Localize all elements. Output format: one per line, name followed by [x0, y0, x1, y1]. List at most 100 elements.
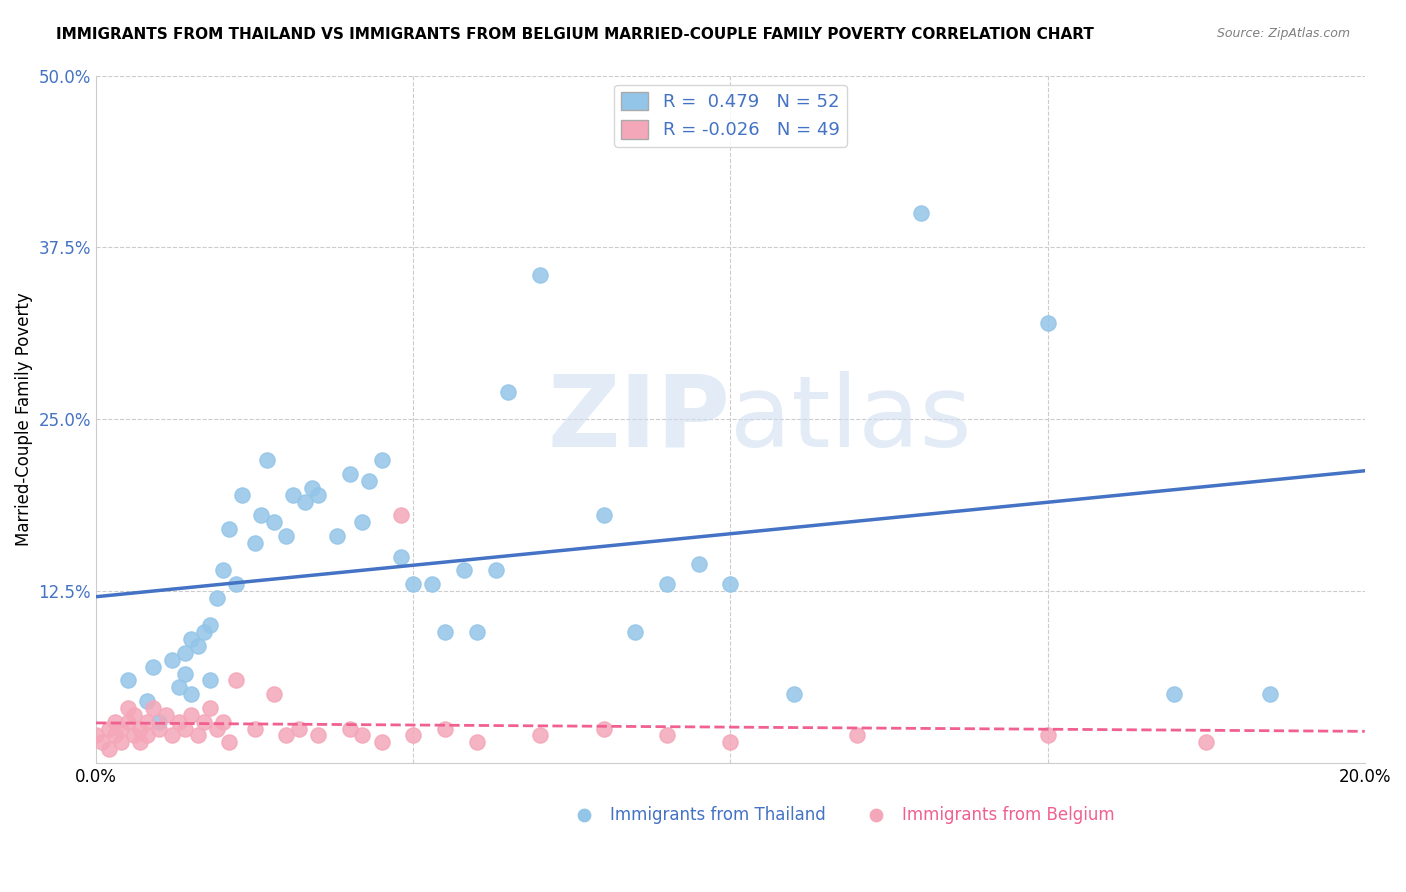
Point — [231, 488, 253, 502]
Point — [846, 729, 869, 743]
Point — [84, 729, 107, 743]
Point — [294, 494, 316, 508]
Point — [592, 508, 614, 523]
Point — [256, 453, 278, 467]
Point — [1195, 735, 1218, 749]
Point — [205, 722, 228, 736]
Point — [104, 714, 127, 729]
Point — [122, 729, 145, 743]
Point — [276, 529, 298, 543]
Point — [218, 735, 240, 749]
Point — [1036, 316, 1059, 330]
Point — [148, 714, 170, 729]
Point — [433, 722, 456, 736]
Point — [200, 618, 222, 632]
Point — [339, 467, 361, 482]
Point — [910, 206, 932, 220]
Point — [402, 577, 425, 591]
Text: Immigrants from Thailand: Immigrants from Thailand — [610, 805, 825, 823]
Point — [624, 625, 647, 640]
Point — [117, 673, 139, 688]
Point — [250, 508, 273, 523]
Point — [110, 735, 132, 749]
Point — [129, 735, 152, 749]
Point — [243, 536, 266, 550]
Point — [276, 729, 298, 743]
Point — [180, 687, 202, 701]
Text: Source: ZipAtlas.com: Source: ZipAtlas.com — [1216, 27, 1350, 40]
Point — [193, 714, 215, 729]
Point — [167, 714, 190, 729]
Point — [357, 474, 380, 488]
Point — [465, 735, 488, 749]
Point — [142, 701, 165, 715]
Point — [288, 722, 311, 736]
Text: ZIP: ZIP — [547, 371, 730, 467]
Point — [142, 659, 165, 673]
Point — [326, 529, 349, 543]
Point — [173, 646, 195, 660]
Y-axis label: Married-Couple Family Poverty: Married-Couple Family Poverty — [15, 293, 32, 546]
Point — [160, 653, 183, 667]
Point — [1036, 729, 1059, 743]
Point — [783, 687, 806, 701]
Point — [186, 639, 208, 653]
Point — [655, 577, 678, 591]
Point — [301, 481, 323, 495]
Point — [389, 549, 412, 564]
Point — [529, 729, 551, 743]
Point — [718, 735, 741, 749]
Point — [135, 694, 157, 708]
Point — [180, 707, 202, 722]
Point — [485, 564, 508, 578]
Point — [1163, 687, 1185, 701]
Point — [307, 729, 329, 743]
Point — [433, 625, 456, 640]
Legend: R =  0.479   N = 52, R = -0.026   N = 49: R = 0.479 N = 52, R = -0.026 N = 49 — [614, 85, 846, 146]
Point — [155, 707, 177, 722]
Point — [180, 632, 202, 647]
Point — [122, 707, 145, 722]
Point — [402, 729, 425, 743]
Point — [200, 673, 222, 688]
Point — [339, 722, 361, 736]
Point — [186, 729, 208, 743]
Point — [688, 557, 710, 571]
Text: IMMIGRANTS FROM THAILAND VS IMMIGRANTS FROM BELGIUM MARRIED-COUPLE FAMILY POVERT: IMMIGRANTS FROM THAILAND VS IMMIGRANTS F… — [56, 27, 1094, 42]
Point — [117, 714, 139, 729]
Point — [243, 722, 266, 736]
Point — [225, 673, 247, 688]
Point — [97, 722, 120, 736]
Text: atlas: atlas — [730, 371, 972, 467]
Point — [212, 714, 235, 729]
Point — [592, 722, 614, 736]
Point — [117, 701, 139, 715]
Point — [263, 687, 285, 701]
Point — [225, 577, 247, 591]
Point — [148, 722, 170, 736]
Point — [307, 488, 329, 502]
Point — [529, 268, 551, 282]
Point — [1258, 687, 1281, 701]
Point — [205, 591, 228, 605]
Point — [218, 522, 240, 536]
Point — [110, 722, 132, 736]
Point — [104, 729, 127, 743]
Point — [200, 701, 222, 715]
Point — [389, 508, 412, 523]
Point — [281, 488, 304, 502]
Point — [263, 516, 285, 530]
Point — [352, 729, 374, 743]
Point — [212, 564, 235, 578]
Point — [498, 384, 520, 399]
Point — [160, 729, 183, 743]
Text: Immigrants from Belgium: Immigrants from Belgium — [901, 805, 1115, 823]
Point — [193, 625, 215, 640]
Point — [370, 735, 392, 749]
Point — [167, 681, 190, 695]
Point — [173, 666, 195, 681]
Point — [173, 722, 195, 736]
Point — [370, 453, 392, 467]
Point — [718, 577, 741, 591]
Point — [453, 564, 475, 578]
